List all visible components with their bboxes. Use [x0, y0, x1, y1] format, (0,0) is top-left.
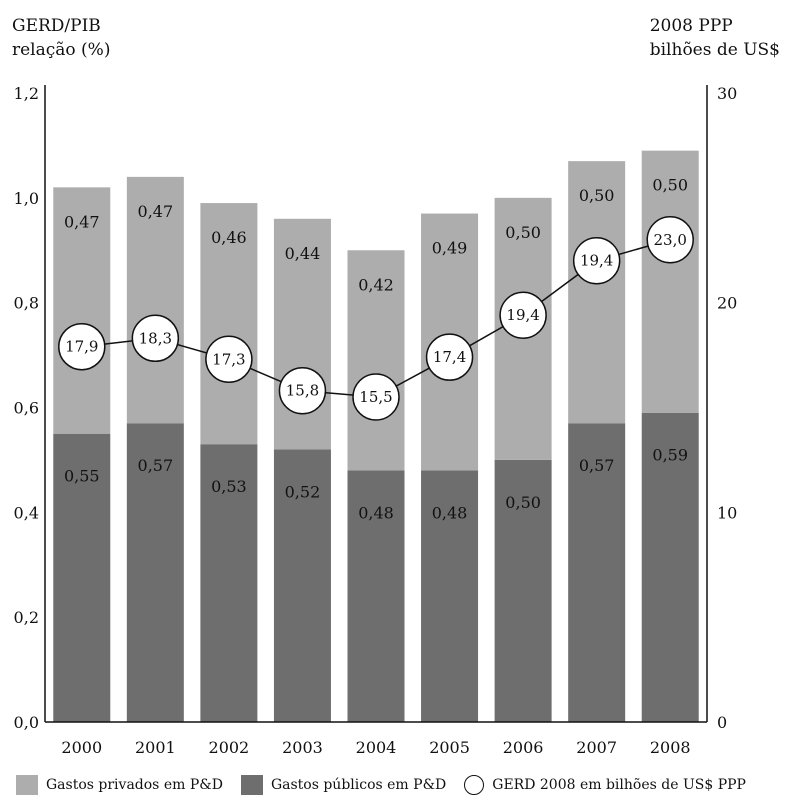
- x-tick-label-2005: 2005: [429, 738, 470, 757]
- value-label-private-2000: 0,47: [64, 212, 100, 231]
- right-axis-title: 2008 PPP bilhões de US$: [650, 14, 780, 62]
- value-label-public-2005: 0,48: [432, 503, 468, 522]
- value-label-private-2008: 0,50: [652, 176, 688, 195]
- left-axis-title-line-1: GERD/PIB: [12, 16, 101, 36]
- legend-circle-icon: [464, 775, 485, 795]
- value-label-private-2007: 0,50: [579, 186, 615, 205]
- left-tick-label-0: 0,0: [14, 713, 39, 732]
- axes-group: 0,0 0,2 0,4 0,6 0,8 1,0 1,2 0 10 20 30: [14, 84, 738, 732]
- legend-label-gerd: GERD 2008 em bilhões de US$ PPP: [492, 777, 746, 793]
- left-tick-label-2: 0,4: [14, 503, 39, 522]
- legend-label-private: Gastos privados em P&D: [46, 777, 223, 793]
- legend: Gastos privados em P&D Gastos públicos e…: [16, 775, 746, 795]
- stacked-bar-chart: 0,55 0,47 2000 0,57 0,47 2001 0,53 0,46 2002 0,52…: [14, 84, 738, 757]
- gerd-bubble-label-2003: 15,8: [286, 382, 319, 400]
- value-label-private-2001: 0,47: [138, 202, 174, 221]
- value-label-private-2002: 0,46: [211, 228, 247, 247]
- gerd-bubble-2001: [131, 314, 180, 363]
- gerd-bubble-label-2001: 18,3: [139, 329, 172, 347]
- bar-public-2000: [53, 433, 111, 722]
- value-label-public-2002: 0,53: [211, 477, 247, 496]
- right-tick-label-1: 10: [717, 503, 737, 522]
- left-tick-label-3: 0,6: [14, 399, 39, 418]
- left-tick-label-6: 1,2: [14, 84, 39, 103]
- gerd-bubble-label-2007: 19,4: [580, 252, 613, 270]
- value-label-private-2004: 0,42: [358, 275, 394, 294]
- x-tick-label-2000: 2000: [61, 738, 102, 757]
- bar-public-2008: [641, 412, 699, 722]
- bar-private-2007: [568, 161, 626, 424]
- legend-item-gerd: GERD 2008 em bilhões de US$ PPP: [464, 775, 746, 795]
- bar-public-2001: [126, 423, 184, 722]
- right-axis-title-line-2: bilhões de US$: [649, 40, 780, 60]
- right-tick-label-3: 30: [717, 84, 737, 103]
- value-label-private-2005: 0,49: [432, 239, 468, 258]
- right-axis-title-line-1: 2008 PPP: [649, 16, 733, 36]
- gerd-bubble-label-2008: 23,0: [654, 231, 687, 249]
- legend-label-public: Gastos públicos em P&D: [270, 777, 447, 793]
- value-label-public-2003: 0,52: [285, 482, 321, 501]
- value-label-public-2006: 0,50: [505, 493, 541, 512]
- x-tick-label-2002: 2002: [209, 738, 250, 757]
- x-tick-label-2006: 2006: [503, 738, 544, 757]
- gerd-bubble-2008: [646, 216, 694, 264]
- bar-private-2000: [53, 187, 111, 434]
- legend-swatch-private: [16, 775, 38, 795]
- value-label-public-2007: 0,57: [579, 456, 615, 475]
- value-label-public-2008: 0,59: [652, 446, 688, 465]
- x-tick-label-2003: 2003: [282, 738, 323, 757]
- left-axis-title: GERD/PIB relação (%): [12, 14, 110, 62]
- bar-private-2001: [126, 176, 184, 424]
- bars-group: 0,55 0,47 2000 0,57 0,47 2001 0,53 0,46 2002 0,52…: [53, 150, 699, 757]
- x-tick-label-2007: 2007: [576, 738, 617, 757]
- value-label-private-2003: 0,44: [285, 244, 321, 263]
- gerd-bubble-label-2006: 19,4: [506, 306, 539, 324]
- left-tick-label-1: 0,2: [14, 608, 39, 627]
- x-tick-label-2001: 2001: [135, 738, 176, 757]
- gerd-bubble-label-2005: 17,4: [433, 348, 466, 366]
- x-tick-label-2004: 2004: [356, 738, 397, 757]
- legend-item-private: Gastos privados em P&D: [16, 775, 223, 795]
- bar-public-2004: [347, 470, 405, 722]
- value-label-public-2004: 0,48: [358, 503, 394, 522]
- left-axis-title-line-2: relação (%): [12, 40, 111, 60]
- gerd-bubble-2004: [352, 373, 400, 421]
- gerd-bubble-2006: [499, 291, 547, 339]
- gerd-line-group: 17,9 18,3 17,3 15,8 15,5 17,4 19,4 19,4 23,0: [58, 216, 694, 421]
- x-tick-label-2008: 2008: [650, 738, 691, 757]
- gerd-bubble-2005: [425, 333, 474, 381]
- bar-public-2003: [273, 449, 331, 722]
- right-tick-label-2: 20: [717, 294, 737, 313]
- value-label-public-2001: 0,57: [138, 456, 174, 475]
- gerd-bubble-2007: [572, 236, 621, 285]
- bar-public-2006: [494, 459, 552, 722]
- gerd-bubble-2002: [205, 335, 253, 384]
- legend-item-public: Gastos públicos em P&D: [240, 775, 447, 795]
- value-label-public-2000: 0,55: [64, 467, 100, 486]
- bar-public-2005: [421, 470, 479, 722]
- bar-public-2007: [568, 423, 626, 722]
- left-tick-label-5: 1,0: [14, 189, 39, 208]
- right-tick-label-0: 0: [717, 713, 727, 732]
- legend-swatch-public: [240, 775, 263, 795]
- bar-private-2004: [347, 250, 405, 471]
- gerd-bubble-label-2002: 17,3: [212, 350, 245, 368]
- gerd-bubble-label-2004: 15,5: [359, 388, 392, 406]
- gerd-bubble-2000: [58, 322, 106, 371]
- left-tick-label-4: 0,8: [14, 294, 39, 313]
- bar-private-2002: [200, 203, 258, 445]
- gerd-bubble-2003: [278, 366, 327, 415]
- value-label-private-2006: 0,50: [505, 223, 541, 242]
- gerd-bubble-label-2000: 17,9: [65, 338, 98, 356]
- bar-private-2008: [641, 150, 699, 413]
- bar-public-2002: [200, 444, 258, 722]
